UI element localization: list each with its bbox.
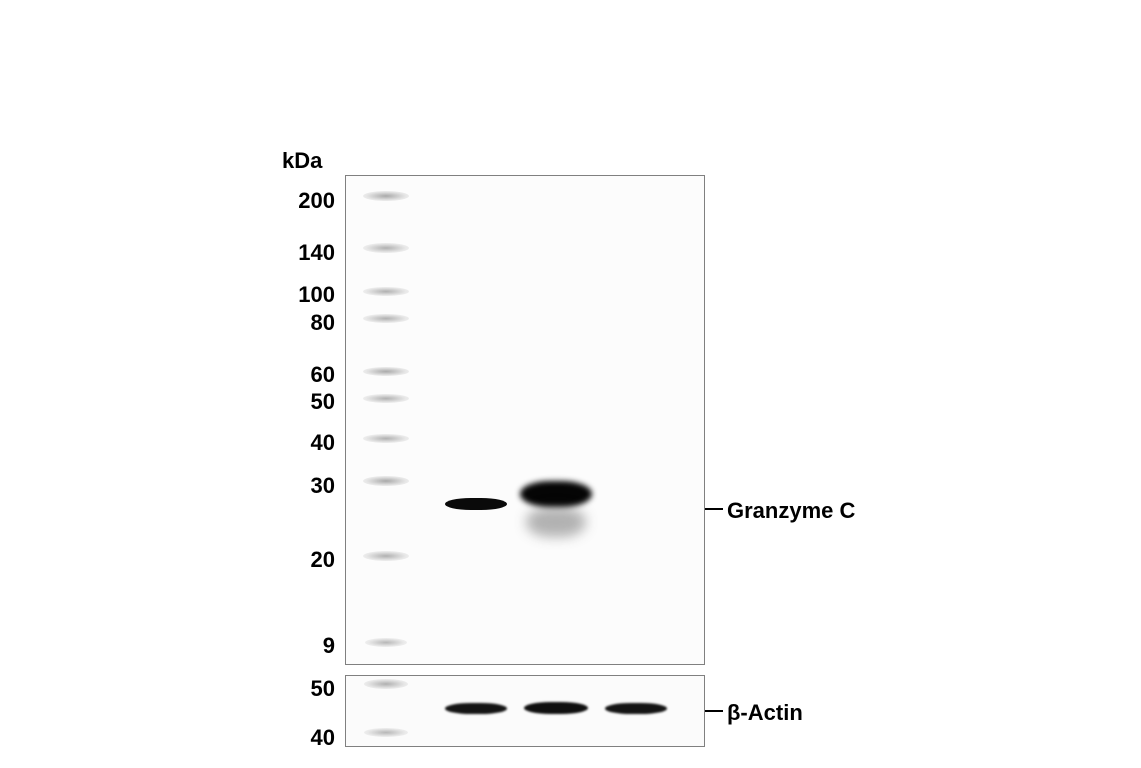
lane-labels: Mouse CD8+ T cells CTLL-2 C2C12	[220, 30, 920, 170]
target-label: β-Actin	[727, 700, 803, 726]
target-label: Granzyme C	[727, 498, 855, 524]
mw-label: 60	[275, 362, 335, 388]
ladder-band	[363, 476, 409, 486]
mw-label: 200	[275, 188, 335, 214]
mw-label: 9	[275, 633, 335, 659]
ladder-band	[363, 394, 409, 403]
mw-label: 40	[275, 725, 335, 751]
ladder-band	[365, 638, 407, 647]
ladder-band	[364, 728, 408, 737]
label-tick	[705, 710, 723, 712]
mw-label: 40	[275, 430, 335, 456]
protein-band	[520, 481, 592, 507]
protein-band	[445, 703, 507, 714]
ladder-band	[363, 367, 409, 376]
protein-band	[526, 507, 586, 537]
ladder-band	[363, 314, 409, 323]
ladder-band	[363, 551, 409, 561]
protein-band	[605, 703, 667, 714]
label-tick	[705, 508, 723, 510]
mw-label: 20	[275, 547, 335, 573]
main-blot	[345, 175, 705, 665]
mw-label: 80	[275, 310, 335, 336]
ladder-band	[363, 191, 409, 201]
mw-label: 140	[275, 240, 335, 266]
ladder-band	[364, 679, 408, 689]
ladder-band	[363, 287, 409, 296]
mw-label: 30	[275, 473, 335, 499]
protein-band	[445, 498, 507, 510]
protein-band	[524, 702, 588, 714]
mw-label: 50	[275, 389, 335, 415]
western-blot-figure: kDa Mouse CD8+ T cells CTLL-2 C2C12 2001…	[220, 30, 920, 740]
mw-label: 100	[275, 282, 335, 308]
ladder-band	[363, 434, 409, 443]
actin-loading-blot	[345, 675, 705, 747]
ladder-band	[363, 243, 409, 253]
mw-label: 50	[275, 676, 335, 702]
